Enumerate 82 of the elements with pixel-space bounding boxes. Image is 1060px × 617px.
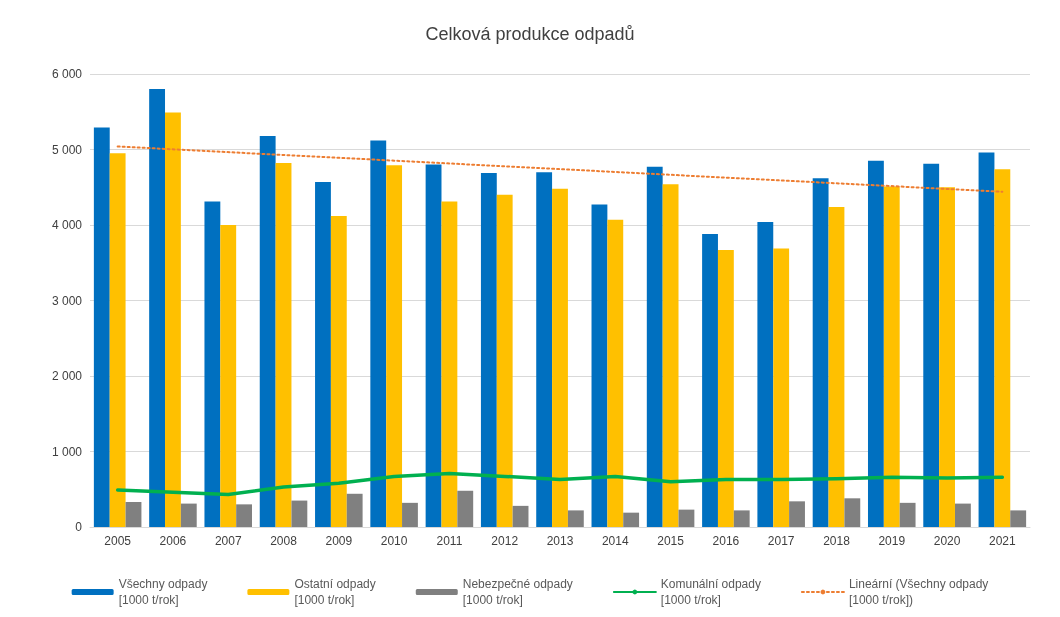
bar	[757, 221, 774, 527]
bar	[717, 249, 734, 527]
bar	[109, 153, 126, 527]
bar	[552, 188, 568, 527]
x-tick-label: 2020	[933, 534, 961, 548]
bar	[480, 172, 497, 527]
legend-label: Ostatní odpady [1000 t/rok]	[294, 577, 376, 607]
bar	[220, 225, 237, 527]
x-tick-label: 2005	[104, 534, 132, 548]
bar	[939, 187, 955, 527]
y-tick-label: 5 000	[51, 142, 83, 157]
bar	[844, 498, 861, 527]
chart-title: Celková produkce odpadů	[425, 24, 635, 44]
x-tick-label: 2009	[325, 534, 353, 548]
y-tick-label: 0	[75, 520, 83, 534]
bar	[386, 165, 403, 527]
bar	[662, 184, 679, 527]
bar	[591, 204, 608, 527]
bar	[899, 502, 916, 527]
bar	[93, 127, 110, 527]
bar	[1010, 510, 1027, 527]
bar	[457, 490, 474, 527]
line-series	[115, 471, 1005, 497]
bar	[789, 501, 805, 527]
bar	[402, 502, 418, 527]
bar	[883, 186, 900, 527]
x-tick-label: 2013	[546, 534, 574, 548]
bar	[180, 503, 197, 527]
bar	[954, 503, 971, 527]
x-tick-label: 2010	[380, 534, 408, 548]
bar	[702, 234, 718, 527]
x-tick-label: 2017	[767, 534, 795, 548]
x-tick-label: 2008	[270, 534, 298, 548]
bar	[291, 500, 308, 527]
x-tick-label: 2019	[878, 534, 906, 548]
x-tick-label: 2018	[823, 534, 851, 548]
bar	[994, 169, 1011, 527]
y-tick-label: 2 000	[51, 369, 83, 383]
bar	[607, 219, 624, 527]
legend-label: Komunální odpady [1000 t/rok]	[660, 577, 761, 607]
x-tick-label: 2014	[601, 534, 629, 548]
bar	[536, 172, 553, 527]
x-tick-label: 2012	[491, 534, 519, 548]
bar	[828, 206, 845, 527]
bar	[812, 178, 829, 527]
bar	[567, 510, 584, 527]
bar	[678, 509, 695, 527]
legend-label: Všechny odpady [1000 t/rok]	[118, 577, 208, 607]
bar	[512, 505, 529, 527]
bar	[315, 181, 331, 527]
legend-label: Lineární (Všechny odpady [1000 t/rok])	[848, 577, 989, 607]
bar	[773, 248, 790, 527]
bar	[204, 201, 221, 527]
bar	[978, 152, 995, 527]
legend-label: Nebezpečné odpady [1000 t/rok]	[462, 577, 573, 607]
bar	[370, 140, 387, 527]
x-tick-label: 2016	[712, 534, 740, 548]
bar	[496, 194, 513, 527]
bar	[623, 512, 640, 527]
bar	[125, 502, 142, 527]
x-tick-label: 2007	[214, 534, 242, 548]
x-tick-label: 2015	[657, 534, 685, 548]
bar	[259, 135, 276, 527]
bar	[646, 166, 663, 527]
y-tick-label: 6 000	[51, 67, 83, 81]
x-tick-label: 2011	[436, 534, 463, 548]
bar	[733, 510, 750, 527]
bar	[236, 504, 253, 527]
y-tick-label: 1 000	[51, 444, 83, 459]
bar	[275, 163, 292, 527]
bar	[149, 89, 166, 527]
bar	[330, 215, 347, 527]
bar	[867, 160, 884, 527]
bar	[425, 164, 442, 527]
y-tick-label: 3 000	[51, 293, 83, 308]
x-tick-label: 2021	[989, 534, 1017, 548]
bar	[165, 112, 181, 527]
y-tick-label: 4 000	[51, 218, 83, 232]
x-tick-label: 2006	[159, 534, 187, 548]
bar	[923, 163, 940, 527]
bar	[441, 201, 458, 527]
bar	[346, 493, 363, 527]
